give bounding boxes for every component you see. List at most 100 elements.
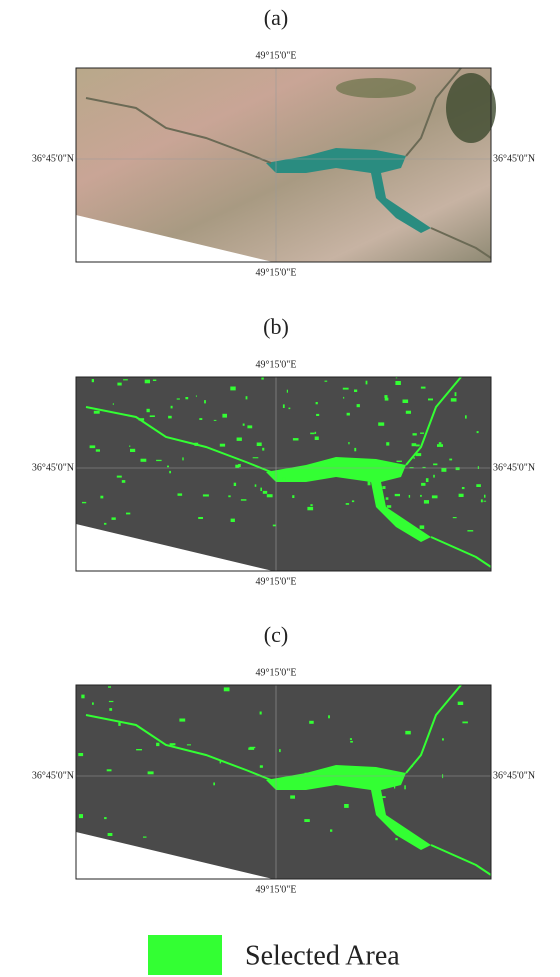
selected-patch — [325, 381, 328, 382]
selected-patch — [247, 425, 252, 428]
selected-patch — [237, 438, 242, 441]
selected-patch — [153, 380, 156, 382]
selected-patch — [130, 449, 135, 452]
selected-patch — [437, 444, 443, 447]
selected-patch — [432, 495, 438, 498]
selected-patch — [413, 433, 417, 435]
selected-patch — [107, 769, 112, 771]
selected-patch — [433, 464, 437, 466]
selected-patch — [246, 396, 248, 399]
selected-patch — [156, 743, 159, 746]
selected-patch — [204, 400, 206, 403]
selected-patch — [182, 457, 183, 460]
selected-patch — [465, 415, 467, 418]
selected-patch — [243, 424, 245, 426]
selected-patch — [481, 499, 483, 502]
selected-patch — [198, 517, 203, 519]
selected-patch — [395, 838, 397, 840]
selected-patch — [90, 445, 96, 448]
selected-patch — [354, 448, 356, 451]
selected-patch — [100, 496, 103, 499]
selected-patch — [92, 702, 94, 704]
selected-patch — [384, 395, 387, 398]
selected-patch — [126, 513, 130, 515]
selected-patch — [260, 765, 263, 768]
selected-patch — [199, 418, 202, 420]
selected-patch — [366, 381, 368, 385]
selected-patch — [378, 422, 384, 425]
selected-patch — [81, 695, 84, 699]
selected-patch — [309, 721, 314, 724]
selected-patch — [279, 749, 281, 752]
selected-patch — [143, 837, 147, 838]
selected-patch — [187, 744, 191, 745]
selected-patch — [241, 499, 247, 501]
selected-patch — [78, 753, 83, 756]
selected-patch — [403, 528, 408, 531]
selected-patch — [96, 449, 100, 451]
selected-patch — [82, 502, 86, 503]
selected-patch — [260, 488, 262, 491]
selected-patch — [343, 388, 349, 390]
selected-patch — [462, 722, 468, 724]
panel-label: (a) — [264, 5, 288, 30]
selected-patch — [405, 731, 411, 735]
selected-patch — [395, 494, 400, 496]
selected-patch — [386, 442, 389, 445]
selected-patch — [123, 379, 128, 380]
latitude-label: 36°45'0"N — [493, 770, 535, 781]
vegetation — [336, 78, 416, 98]
legend-label: Selected Area — [245, 940, 400, 971]
vegetation — [446, 73, 496, 143]
selected-patch — [328, 715, 330, 718]
latitude-label: 36°45'0"N — [32, 153, 74, 164]
map — [76, 68, 496, 262]
selected-patch — [420, 433, 424, 434]
selected-patch — [273, 525, 276, 527]
selected-patch — [453, 517, 457, 518]
selected-patch — [112, 517, 116, 520]
selected-patch — [307, 507, 313, 510]
selected-patch — [476, 484, 481, 487]
selected-patch — [177, 398, 180, 399]
selected-patch — [406, 411, 411, 414]
selected-patch — [179, 719, 185, 722]
selected-patch — [260, 712, 262, 715]
selected-patch — [412, 443, 417, 446]
selected-patch — [305, 773, 308, 775]
selected-patch — [290, 795, 295, 798]
selected-patch — [420, 495, 422, 497]
panel-label: (b) — [263, 314, 289, 339]
selected-patch — [282, 477, 285, 481]
selected-patch — [104, 523, 106, 525]
selected-patch — [330, 829, 332, 831]
selected-patch — [310, 504, 312, 506]
selected-patch — [387, 505, 392, 508]
selected-patch — [194, 443, 198, 446]
selected-patch — [484, 501, 487, 502]
selected-patch — [414, 457, 415, 459]
selected-patch — [292, 495, 294, 498]
selected-patch — [109, 708, 112, 711]
selected-patch — [231, 519, 235, 522]
selected-patch — [261, 377, 263, 379]
selected-patch — [316, 414, 319, 416]
selected-patch — [222, 414, 227, 418]
longitude-label: 49°15'0"E — [256, 50, 297, 61]
selected-patch — [167, 466, 169, 468]
selected-patch — [348, 442, 349, 444]
selected-patch — [381, 796, 386, 798]
longitude-label: 49°15'0"E — [256, 267, 297, 278]
selected-patch — [109, 701, 114, 702]
longitude-label: 49°15'0"E — [256, 884, 297, 895]
selected-patch — [409, 495, 410, 498]
selected-patch — [442, 738, 444, 740]
selected-patch — [421, 483, 425, 486]
selected-patch — [343, 397, 344, 399]
selected-patch — [350, 738, 352, 740]
selected-patch — [287, 390, 288, 393]
selected-patch — [220, 760, 222, 764]
selected-patch — [283, 404, 285, 408]
selected-patch — [178, 493, 183, 495]
selected-patch — [404, 785, 406, 789]
